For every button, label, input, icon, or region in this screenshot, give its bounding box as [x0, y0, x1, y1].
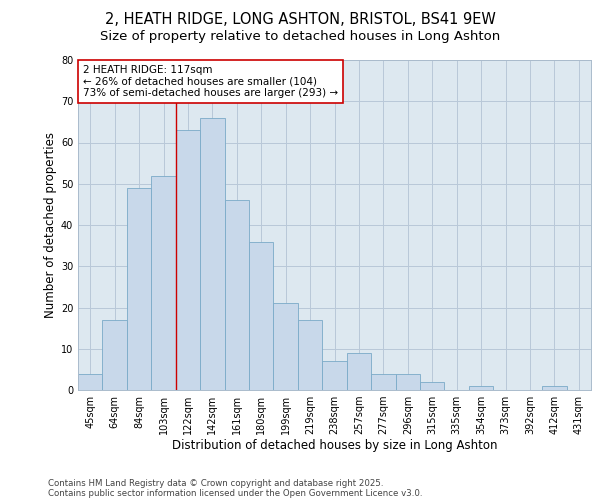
Text: 2 HEATH RIDGE: 117sqm
← 26% of detached houses are smaller (104)
73% of semi-det: 2 HEATH RIDGE: 117sqm ← 26% of detached … — [83, 65, 338, 98]
Text: 2, HEATH RIDGE, LONG ASHTON, BRISTOL, BS41 9EW: 2, HEATH RIDGE, LONG ASHTON, BRISTOL, BS… — [104, 12, 496, 28]
Bar — [151, 176, 176, 390]
Bar — [176, 130, 200, 390]
Bar — [469, 386, 493, 390]
Y-axis label: Number of detached properties: Number of detached properties — [44, 132, 56, 318]
Bar — [371, 374, 395, 390]
Bar — [420, 382, 445, 390]
Bar — [542, 386, 566, 390]
Text: Contains public sector information licensed under the Open Government Licence v3: Contains public sector information licen… — [48, 488, 422, 498]
Bar — [322, 361, 347, 390]
Bar — [127, 188, 151, 390]
Bar — [347, 353, 371, 390]
Bar — [224, 200, 249, 390]
Bar — [200, 118, 224, 390]
Bar — [298, 320, 322, 390]
Bar — [395, 374, 420, 390]
Bar — [103, 320, 127, 390]
X-axis label: Distribution of detached houses by size in Long Ashton: Distribution of detached houses by size … — [172, 438, 497, 452]
Bar — [78, 374, 103, 390]
Text: Contains HM Land Registry data © Crown copyright and database right 2025.: Contains HM Land Registry data © Crown c… — [48, 478, 383, 488]
Bar — [274, 304, 298, 390]
Text: Size of property relative to detached houses in Long Ashton: Size of property relative to detached ho… — [100, 30, 500, 43]
Bar — [249, 242, 274, 390]
